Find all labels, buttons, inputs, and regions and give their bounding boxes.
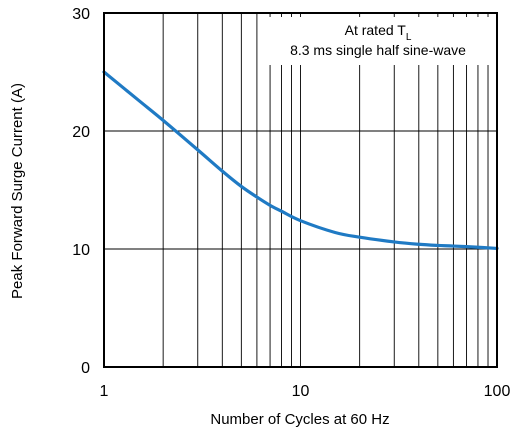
y-tick-label: 30 bbox=[72, 6, 90, 23]
surge-current-curve bbox=[102, 70, 499, 251]
tick-labels: 1 10 100 0 10 20 30 bbox=[72, 6, 510, 400]
plot-frame bbox=[103, 12, 498, 368]
grid bbox=[104, 13, 497, 367]
annotation-background bbox=[266, 17, 492, 65]
x-tick-label: 100 bbox=[484, 383, 511, 400]
annotation-line-1: At rated TL bbox=[345, 22, 412, 43]
y-tick-label: 0 bbox=[81, 360, 90, 377]
annotation-line-2: 8.3 ms single half sine-wave bbox=[290, 42, 466, 58]
x-axis-title: Number of Cycles at 60 Hz bbox=[210, 411, 389, 428]
x-tick-label: 1 bbox=[100, 383, 109, 400]
y-tick-label: 10 bbox=[72, 242, 90, 259]
y-tick-label: 20 bbox=[72, 124, 90, 141]
x-tick-label: 10 bbox=[292, 383, 310, 400]
annotation-subscript: L bbox=[406, 32, 412, 43]
y-axis-title: Peak Forward Surge Current (A) bbox=[9, 83, 26, 299]
